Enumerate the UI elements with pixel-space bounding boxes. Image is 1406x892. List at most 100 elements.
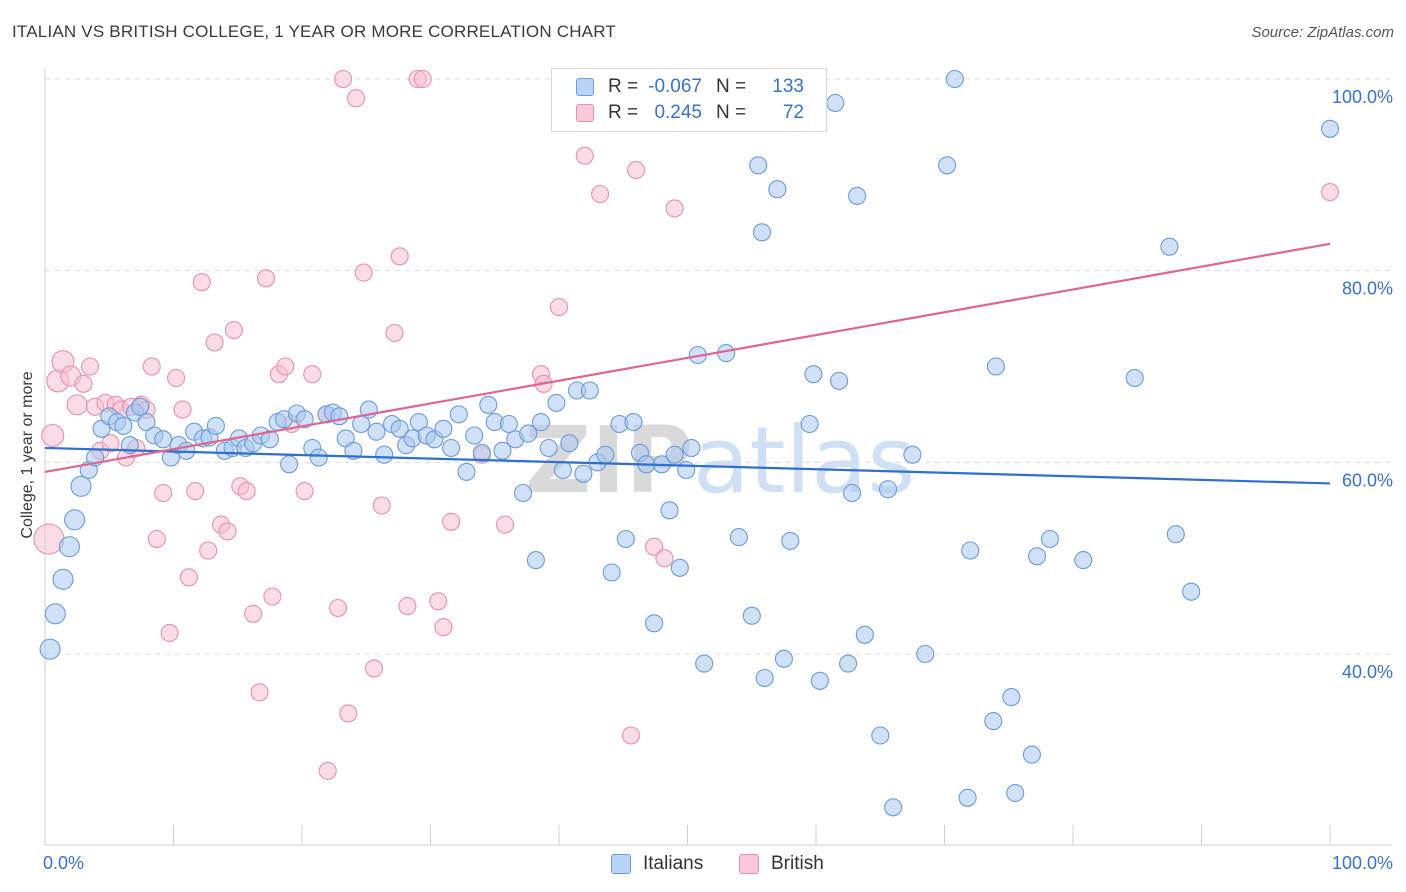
y-tick-label-100: 100.0% [1332,87,1393,107]
british-trend-line [44,242,1331,473]
italian-point-81 [616,529,635,549]
italian-point-133 [1320,119,1340,138]
italian-point-67 [519,424,538,443]
british-point-1 [41,423,65,448]
italian-point-97 [749,156,768,175]
italian-point-75 [574,464,593,483]
italian-point-73 [560,434,579,453]
source-label: Source: ZipAtlas.com [1251,24,1394,41]
italian-point-130 [1160,237,1179,256]
british-point-5 [66,394,88,416]
italian-point-131 [1166,525,1185,544]
y-tick-label-80: 80.0% [1342,279,1393,299]
italian-point-68 [526,551,545,570]
british-point-43 [303,365,322,384]
italian-point-31 [260,430,279,449]
italian-point-15 [137,413,156,432]
british-point-19 [142,357,161,376]
italian-point-2 [52,568,74,590]
italian-point-38 [309,448,328,467]
british-point-47 [334,69,353,89]
italians-r-label: R = [608,76,639,97]
british-point-7 [80,357,100,376]
italians-swatch [576,78,594,96]
italian-point-64 [499,414,518,434]
italian-point-116 [916,644,935,664]
british-legend-swatch [739,854,759,874]
british-point-73 [1320,183,1340,202]
italian-point-104 [804,365,823,384]
italian-point-108 [839,654,858,673]
italian-point-60 [472,443,491,462]
italian-point-99 [755,668,774,688]
grid-layer [45,78,1392,655]
italian-point-66 [513,483,533,503]
italian-point-57 [449,405,468,424]
italian-point-79 [602,563,621,582]
italian-point-126 [1027,547,1047,566]
italian-point-118 [945,69,964,89]
italian-point-0 [39,638,61,660]
italian-point-90 [677,460,696,480]
british-point-69 [627,160,646,180]
italian-point-3 [58,536,80,558]
italian-point-59 [465,426,484,445]
italian-point-123 [1002,688,1021,707]
italian-point-95 [729,528,748,547]
italian-point-125 [1022,745,1041,764]
italians-trend-line [44,446,1331,485]
italian-point-109 [842,483,862,503]
italian-point-5 [70,475,92,497]
italian-point-96 [742,606,761,625]
british-point-35 [244,604,263,623]
italian-point-1 [44,603,66,625]
british-point-11 [101,434,120,453]
italian-point-89 [670,558,689,577]
italian-point-102 [781,531,800,550]
italian-point-55 [434,419,453,438]
italian-point-98 [752,223,772,242]
british-point-27 [192,273,211,292]
italian-point-58 [457,462,476,481]
italian-point-112 [871,726,890,745]
italian-point-91 [682,438,701,458]
british-point-24 [173,400,192,419]
italians-n-label: N = [716,76,747,97]
italian-point-70 [539,438,558,458]
british-point-6 [74,374,93,393]
italian-point-93 [695,654,714,673]
british-point-37 [256,269,276,288]
italian-point-43 [344,441,363,460]
legend-row-british: R = 0.245 N = 72 [576,101,804,125]
italian-point-82 [624,413,643,432]
british-point-32 [224,321,243,340]
british-point-51 [364,659,384,678]
british-point-36 [250,683,269,702]
italian-point-49 [390,419,409,438]
british-point-53 [385,323,404,343]
british-point-54 [390,247,409,266]
italian-point-47 [375,445,394,464]
italian-point-36 [295,410,314,429]
british-point-58 [429,592,448,611]
italian-point-41 [330,407,349,426]
legend-row-italians: R = -0.067 N = 133 [576,75,804,99]
italian-point-100 [768,180,787,199]
x-tick-label-100: 100.0% [1332,853,1393,873]
italian-point-106 [826,93,845,113]
italian-point-34 [280,455,299,474]
italian-point-17 [154,430,173,449]
british-point-62 [495,515,515,534]
italian-point-128 [1074,551,1093,570]
y-tick-label-60: 60.0% [1342,470,1393,490]
british-point-26 [186,482,205,501]
italian-point-127 [1040,529,1059,549]
italian-points [39,69,1340,817]
chart-title: ITALIAN VS BRITISH COLLEGE, 1 YEAR OR MO… [12,22,616,41]
series-legend: Italians British [0,853,1406,877]
italian-point-56 [442,438,461,458]
british-point-48 [339,704,358,723]
british-point-71 [655,549,674,568]
italian-point-117 [938,156,957,175]
axis-layer [44,68,1392,846]
